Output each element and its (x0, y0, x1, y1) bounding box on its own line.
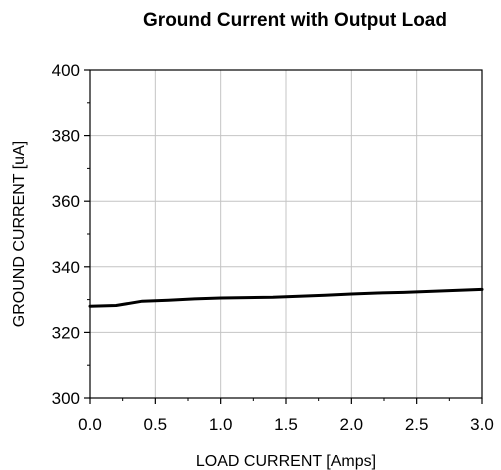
series-line (88, 287, 484, 308)
x-tick-label: 3.0 (470, 415, 494, 434)
y-axis-label: GROUND CURRENT [uA] (11, 141, 28, 327)
y-tick-labels: 300 320 340 360 380 400 (52, 61, 80, 408)
y-tick-label: 400 (52, 61, 80, 80)
x-tick-label: 1.0 (209, 415, 233, 434)
y-tick-label: 320 (52, 323, 80, 342)
x-tick-label: 0.5 (144, 415, 168, 434)
x-tick-label: 2.0 (340, 415, 364, 434)
y-tick-label: 360 (52, 192, 80, 211)
x-axis-label: LOAD CURRENT [Amps] (196, 453, 376, 470)
chart-title: Ground Current with Output Load (143, 10, 447, 31)
x-tick-label: 1.5 (274, 415, 298, 434)
series-layer (88, 287, 484, 308)
y-tick-label: 300 (52, 389, 80, 408)
x-tick-label: 2.5 (405, 415, 429, 434)
x-tick-labels: 0.0 0.5 1.0 1.5 2.0 2.5 3.0 (78, 415, 494, 434)
y-tick-label: 340 (52, 258, 80, 277)
x-tick-label: 0.0 (78, 415, 102, 434)
y-tick-label: 380 (52, 127, 80, 146)
gridlines (90, 70, 482, 398)
plot-area-frame (89, 69, 483, 399)
